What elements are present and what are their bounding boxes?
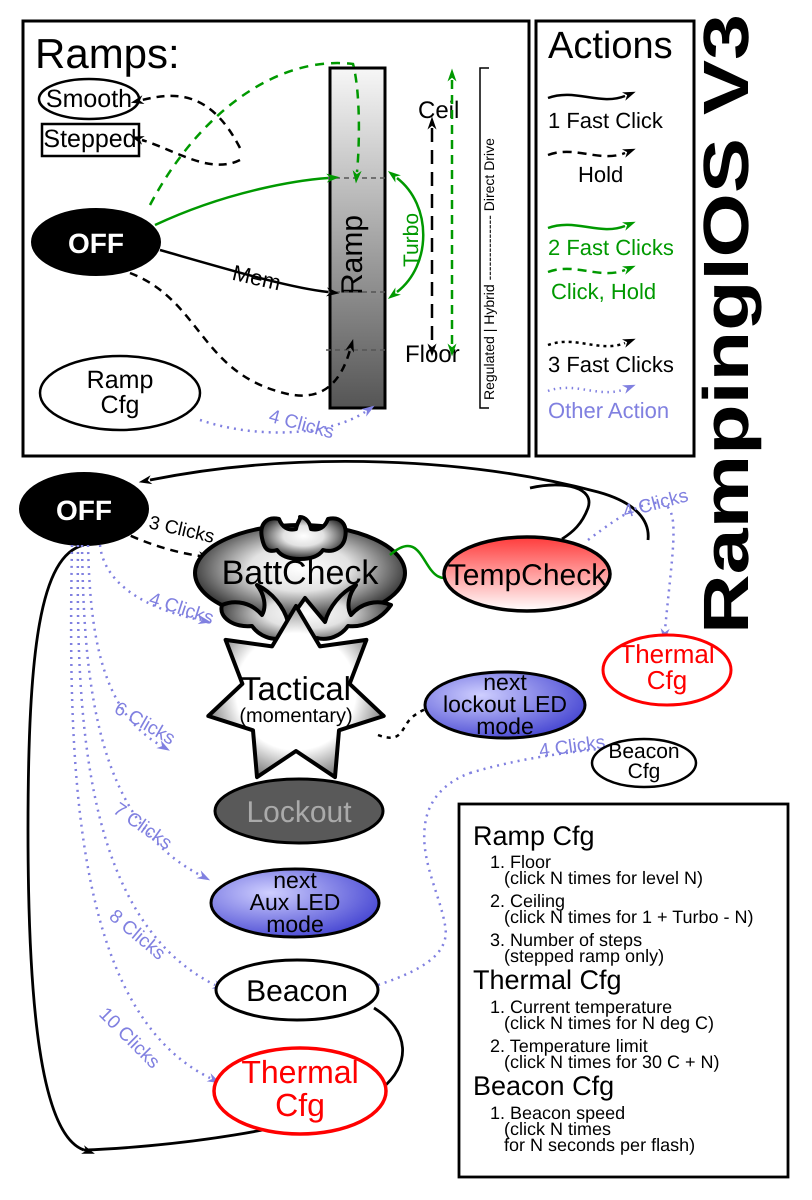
svg-text:Tactical: Tactical [241,670,351,707]
svg-text:Thermal Cfg: Thermal Cfg [473,965,622,995]
svg-text:(stepped ramp only): (stepped ramp only) [504,946,664,966]
svg-text:Turbo: Turbo [400,213,423,267]
svg-text:Ramps:: Ramps: [35,30,180,77]
svg-text:1 Fast Click: 1 Fast Click [548,108,664,133]
svg-text:mode: mode [266,911,324,937]
svg-text:(click N times for 30 C + N): (click N times for 30 C + N) [504,1052,720,1072]
svg-text:(click N times for level N): (click N times for level N) [504,868,703,888]
svg-text:Hold: Hold [578,162,623,187]
svg-text:mode: mode [476,713,534,739]
svg-text:Beacon Cfg: Beacon Cfg [473,1071,614,1101]
svg-text:Stepped: Stepped [43,125,136,153]
svg-text:BattCheck: BattCheck [222,554,380,592]
svg-text:Cfg: Cfg [275,1087,325,1123]
svg-text:Ramp: Ramp [87,366,154,394]
svg-text:Cfg: Cfg [628,760,661,783]
svg-text:2 Fast Clicks: 2 Fast Clicks [548,235,674,260]
svg-text:Ramp Cfg: Ramp Cfg [473,821,595,851]
svg-text:Lockout: Lockout [246,796,352,829]
svg-text:Cfg: Cfg [647,665,687,695]
svg-text:Floor: Floor [405,341,460,368]
svg-text:(momentary): (momentary) [239,705,352,727]
svg-text:TempCheck: TempCheck [448,559,607,592]
svg-text:Other Action: Other Action [548,398,669,423]
svg-text:Beacon: Beacon [246,975,348,1008]
svg-text:Ramp: Ramp [336,215,369,295]
svg-text:OFF: OFF [68,228,124,259]
svg-text:(click N times for N deg C): (click N times for N deg C) [504,1013,714,1033]
svg-text:Smooth: Smooth [46,85,132,113]
svg-text:Click, Hold: Click, Hold [551,279,656,304]
svg-text:Cfg: Cfg [101,391,140,419]
svg-text:Thermal: Thermal [241,1054,358,1090]
svg-text:for N seconds per flash): for N seconds per flash) [504,1135,695,1155]
svg-text:3 Fast Clicks: 3 Fast Clicks [548,352,674,377]
svg-text:Actions: Actions [548,25,673,67]
svg-text:(click N times for 1 + Turbo -: (click N times for 1 + Turbo - N) [504,907,754,927]
svg-text:OFF: OFF [56,495,112,526]
svg-text:Regulated | Hybrid -----------: Regulated | Hybrid -------------- Direct… [481,138,497,400]
svg-text:RampingIOS V3: RampingIOS V3 [690,14,762,634]
